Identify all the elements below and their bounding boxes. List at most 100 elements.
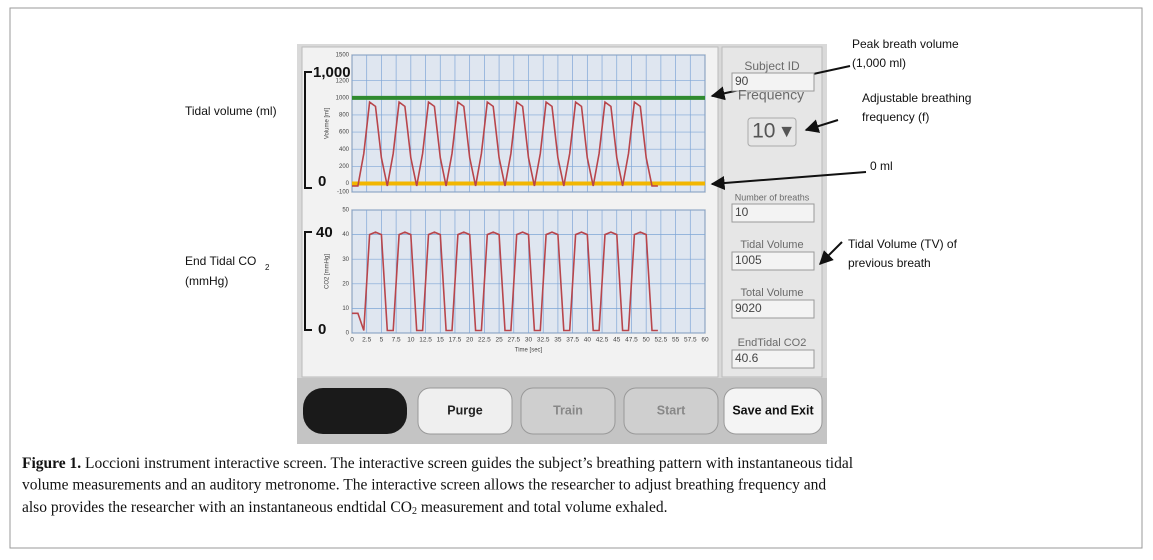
caption-line: also provides the researcher with an ins… [22, 499, 667, 518]
x-tick-label: 27.5 [507, 337, 520, 344]
arrow [804, 119, 839, 133]
x-tick-label: 30 [525, 337, 533, 344]
caption-label: Figure 1. [22, 455, 81, 472]
y-tick-label: 0 [346, 181, 350, 187]
button[interactable] [520, 387, 616, 435]
annotation: Peak breath volume [852, 37, 959, 51]
x-tick-label: 2.5 [362, 337, 371, 344]
dropdown[interactable] [747, 117, 797, 147]
y-tick-label: 0 [346, 331, 350, 337]
y-tick-label: 800 [339, 113, 350, 119]
field-label: Subject ID [744, 59, 800, 73]
annotation: 0 [318, 173, 326, 190]
x-tick-label: 47.5 [625, 337, 638, 344]
bracket [304, 231, 312, 331]
x-tick-label: 45 [613, 337, 621, 344]
bracket [304, 71, 312, 189]
y-tick-label: -100 [337, 190, 350, 196]
field-value: 90 [735, 74, 749, 88]
annotation: (1,000 ml) [852, 56, 906, 70]
field-box [731, 203, 815, 223]
brackets [304, 71, 312, 331]
x-tick-label: 42.5 [596, 337, 609, 344]
field-label: Frequency [738, 87, 804, 103]
button[interactable] [417, 387, 513, 435]
x-tick-label: 7.5 [392, 337, 401, 344]
field-box [731, 72, 815, 92]
x-tick-label: 12.5 [419, 337, 432, 344]
field-box [731, 349, 815, 369]
field-value: 10 ▾ [752, 120, 792, 143]
y-tick-label: 20 [342, 281, 349, 287]
button-label[interactable]: Start [657, 403, 686, 417]
y-tick-label: 30 [342, 257, 349, 263]
x-tick-label: 35 [554, 337, 562, 344]
x-tick-label: 52.5 [655, 337, 668, 344]
annotation: End Tidal CO [185, 254, 256, 268]
annotation: Tidal volume (ml) [185, 104, 277, 118]
y-tick-label: 50 [342, 208, 349, 214]
x-tick-label: 10 [407, 337, 415, 344]
blank-button[interactable] [303, 388, 407, 434]
x-tick-label: 20 [466, 337, 474, 344]
annotation: 2 [265, 263, 270, 272]
data-line [352, 100, 658, 187]
y-tick-label: 1500 [336, 53, 350, 59]
y-axis-label: Volume [ml] [325, 108, 331, 140]
x-tick-label: 32.5 [537, 337, 550, 344]
y-tick-label: 400 [339, 147, 350, 153]
arrow [819, 241, 843, 265]
field-box [731, 251, 815, 271]
field-label: Tidal Volume [740, 239, 803, 251]
x-tick-label: 60 [701, 337, 709, 344]
button[interactable] [623, 387, 719, 435]
annotation: 0 [318, 321, 326, 338]
button-label[interactable]: Save and Exit [732, 403, 814, 417]
x-tick-label: 55 [672, 337, 680, 344]
x-tick-label: 0 [350, 337, 354, 344]
y-axis-label: CO2 [mmHg] [325, 254, 331, 289]
x-tick-label: 17.5 [449, 337, 462, 344]
arrow [710, 171, 867, 190]
y-tick-label: 40 [342, 232, 349, 238]
y-tick-label: 600 [339, 130, 350, 136]
caption-line: volume measurements and an auditory metr… [22, 477, 826, 494]
annotation: Tidal Volume (TV) of [848, 237, 958, 251]
field-value: 10 [735, 205, 749, 219]
annotation: 0 ml [870, 159, 893, 173]
button-label[interactable]: Purge [447, 403, 482, 417]
x-tick-label: 37.5 [566, 337, 579, 344]
field-value: 40.6 [735, 351, 759, 365]
data-line [352, 231, 658, 332]
field-value: 9020 [735, 301, 762, 315]
x-tick-label: 5 [380, 337, 384, 344]
field-value: 1005 [735, 253, 762, 267]
caption-text: also provides the researcher with an ins… [22, 499, 412, 516]
field-label: Total Volume [741, 287, 804, 299]
x-tick-label: 25 [495, 337, 503, 344]
x-tick-label: 15 [437, 337, 445, 344]
x-tick-label: 40 [584, 337, 592, 344]
annotation: 1,000 [313, 64, 351, 81]
field-label: EndTidal CO2 [738, 337, 807, 349]
button[interactable] [723, 387, 823, 435]
annotation: frequency (f) [862, 110, 929, 124]
x-tick-label: 57.5 [684, 337, 697, 344]
caption-text: Loccioni instrument interactive screen. … [81, 455, 853, 472]
x-tick-label: 22.5 [478, 337, 491, 344]
x-axis-label: Time [sec] [515, 348, 543, 354]
button-label[interactable]: Train [553, 403, 583, 417]
y-tick-label: 1000 [336, 95, 350, 101]
caption-text: measurement and total volume exhaled. [417, 499, 668, 516]
annotation: previous breath [848, 256, 931, 270]
field-label: Number of breaths [735, 192, 810, 202]
field-box [731, 299, 815, 319]
caption-line: Figure 1. Loccioni instrument interactiv… [22, 455, 853, 472]
caption-subscript: 2 [412, 506, 417, 517]
annotation: (mmHg) [185, 274, 228, 288]
x-tick-label: 50 [643, 337, 651, 344]
y-tick-label: 1200 [336, 78, 350, 84]
y-tick-label: 10 [342, 306, 349, 312]
